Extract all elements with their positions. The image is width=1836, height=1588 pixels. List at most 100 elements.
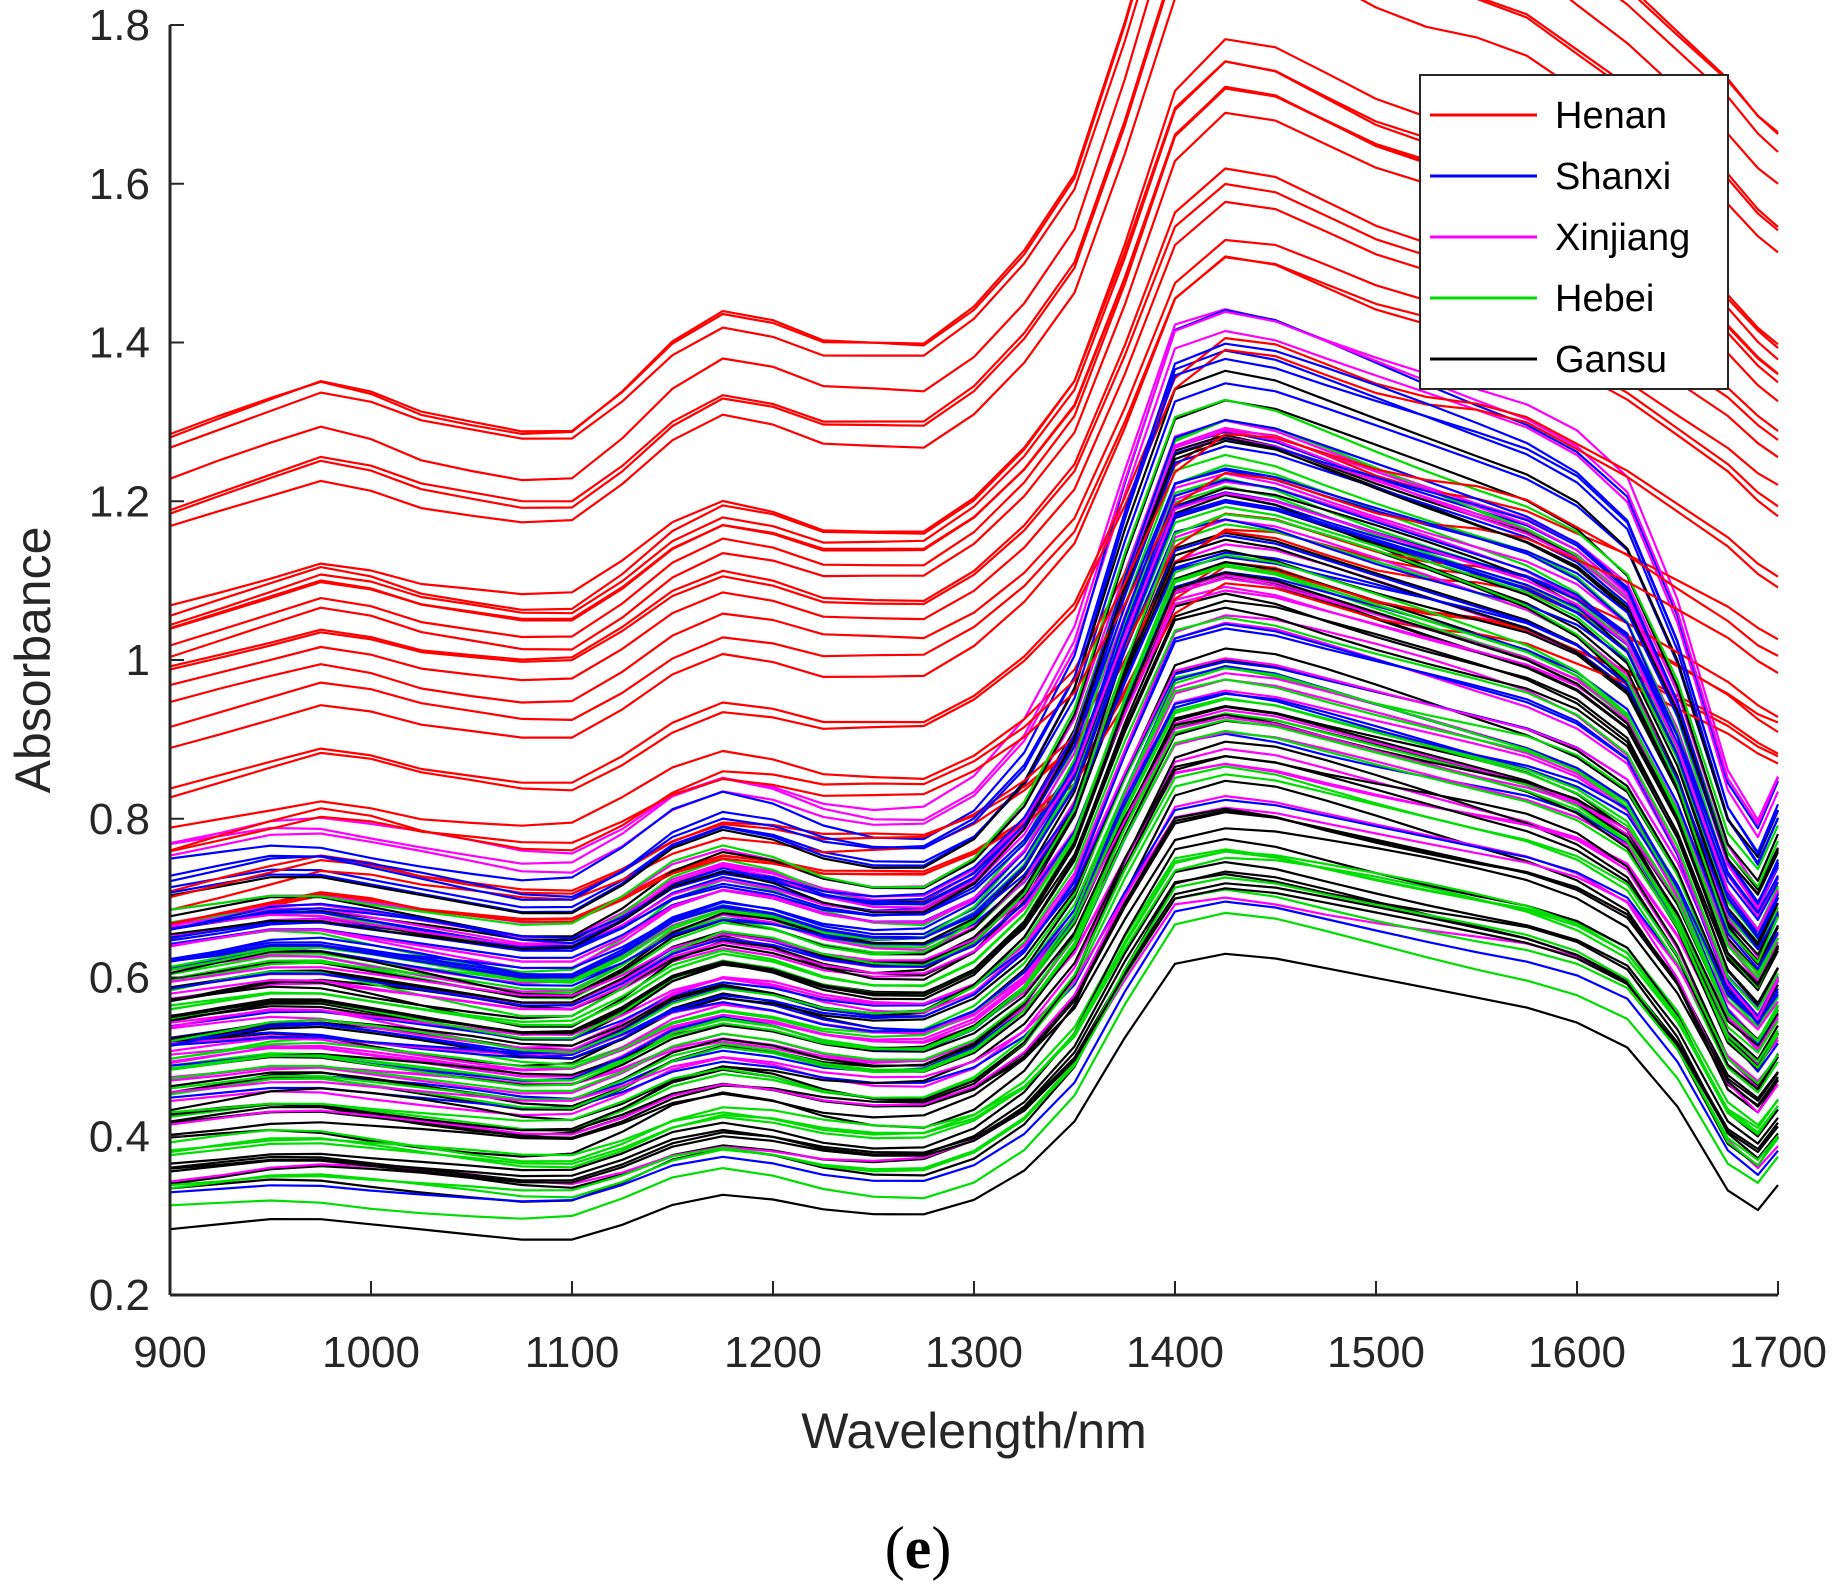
series-line-gansu: [169, 755, 1779, 1132]
series-line-hebei: [169, 850, 1779, 1165]
series-line-xinjiang: [169, 574, 1779, 1011]
series-line-shanxi: [169, 467, 1779, 978]
series-line-gansu: [169, 436, 1779, 950]
series-line-gansu: [169, 887, 1779, 1184]
series-line-shanxi: [169, 900, 1779, 1203]
series-line-henan: [169, 0, 1779, 449]
x-tick-label: 1600: [1528, 1328, 1626, 1377]
x-tick-label: 1500: [1327, 1328, 1425, 1377]
series-line-xinjiang: [169, 747, 1779, 1117]
series-line-shanxi: [169, 478, 1779, 976]
series-line-gansu: [169, 513, 1780, 1028]
series-line-gansu: [169, 807, 1779, 1140]
legend: Henan Shanxi Xinjiang Hebei Gansu: [1419, 74, 1729, 390]
plot-lines: [169, 0, 1780, 1241]
legend-label-shanxi: Shanxi: [1555, 156, 1671, 198]
series-line-shanxi: [169, 571, 1779, 1007]
x-tick-label: 900: [133, 1328, 206, 1377]
series-line-henan: [169, 471, 1779, 853]
series-line-hebei: [169, 667, 1779, 1087]
panel-label-letter: e: [905, 1515, 932, 1581]
panel-label-open: (: [885, 1515, 905, 1581]
series-line-hebei: [169, 911, 1779, 1220]
series-line-henan: [169, 428, 1779, 829]
y-tick-label: 0.8: [89, 795, 150, 844]
y-tick-label: 1.2: [89, 477, 150, 526]
series-line-xinjiang: [169, 329, 1780, 874]
legend-label-xinjiang: Xinjiang: [1555, 217, 1690, 259]
series-line-xinjiang: [169, 310, 1780, 865]
series-line-xinjiang: [169, 716, 1779, 1056]
series-line-henan: [169, 582, 1779, 925]
y-tick-label: 1: [126, 636, 150, 685]
series-line-gansu: [169, 861, 1779, 1178]
series-line-shanxi: [169, 342, 1780, 901]
series-line-xinjiang: [169, 621, 1779, 1049]
legend-label-gansu: Gansu: [1555, 339, 1667, 381]
y-tick-label: 0.2: [89, 1271, 150, 1320]
y-tick-label: 1.8: [89, 1, 150, 50]
series-line-gansu: [169, 538, 1779, 1004]
x-tick-label: 1200: [724, 1328, 822, 1377]
series-line-henan: [169, 0, 1779, 515]
series-line-henan: [169, 0, 1779, 482]
series-line-gansu: [169, 755, 1779, 1122]
series-line-gansu: [169, 952, 1779, 1241]
series-line-gansu: [169, 659, 1779, 1060]
y-tick-label: 1.4: [89, 319, 150, 368]
series-line-henan: [169, 432, 1779, 852]
legend-label-hebei: Hebei: [1555, 278, 1654, 320]
series-line-xinjiang: [169, 806, 1779, 1102]
series-line-hebei: [169, 718, 1779, 1092]
y-axis-title: Absorbance: [5, 527, 61, 794]
y-ticks: 0.2 0.4 0.6 0.8 1 1.2 1.4 1.6 1.8: [89, 1, 184, 1320]
legend-box: [1419, 74, 1729, 390]
panel-label-close: ): [931, 1515, 951, 1581]
series-line-henan: [169, 0, 1779, 512]
series-line-henan: [169, 0, 1779, 439]
series-main-line-gansu: [169, 571, 1780, 1035]
series-main-line-hebei: [169, 563, 1780, 1027]
series-line-hebei: [169, 513, 1780, 1018]
series-line-gansu: [169, 369, 1780, 915]
x-tick-label: 1100: [525, 1328, 620, 1377]
series-main-line-xinjiang: [169, 492, 1780, 963]
y-tick-label: 0.6: [89, 954, 150, 1003]
series-line-shanxi: [169, 732, 1779, 1100]
series-line-gansu: [169, 719, 1779, 1111]
series-line-shanxi: [169, 498, 1779, 959]
series-main-line-shanxi: [169, 500, 1780, 979]
series-line-hebei: [169, 765, 1779, 1122]
series-line-hebei: [169, 856, 1779, 1163]
x-tick-label: 1700: [1729, 1328, 1827, 1377]
y-tick-label: 1.6: [89, 160, 150, 209]
series-line-shanxi: [169, 555, 1779, 984]
series-line-shanxi: [169, 798, 1779, 1109]
series-line-henan: [169, 0, 1779, 528]
series-line-gansu: [169, 740, 1779, 1137]
series-line-hebei: [169, 876, 1779, 1199]
series-line-shanxi: [169, 357, 1780, 898]
series-line-xinjiang: [169, 429, 1779, 947]
x-ticks: 900 1000 1100 1200 1300 1400 1500 1600 1700: [133, 1281, 1827, 1377]
x-tick-label: 1000: [322, 1328, 420, 1377]
series-line-xinjiang: [169, 426, 1779, 945]
x-axis-title: Wavelength/nm: [801, 1403, 1147, 1459]
series-line-gansu: [169, 882, 1779, 1182]
series-line-henan: [169, 0, 1779, 436]
series-line-henan: [169, 348, 1779, 799]
series-line-gansu: [169, 838, 1779, 1172]
legend-label-henan: Henan: [1555, 95, 1667, 137]
series-line-hebei: [169, 616, 1779, 1054]
panel-label: (e): [885, 1515, 952, 1581]
series-line-henan: [169, 337, 1779, 790]
series-line-hebei: [169, 888, 1779, 1192]
x-tick-label: 1400: [1126, 1328, 1224, 1377]
series-line-hebei: [169, 398, 1779, 926]
series-line-gansu: [169, 606, 1779, 1047]
y-tick-label: 0.4: [89, 1112, 150, 1161]
series-line-shanxi: [169, 691, 1779, 1055]
series-line-shanxi: [169, 309, 1780, 882]
x-tick-label: 1300: [925, 1328, 1023, 1377]
